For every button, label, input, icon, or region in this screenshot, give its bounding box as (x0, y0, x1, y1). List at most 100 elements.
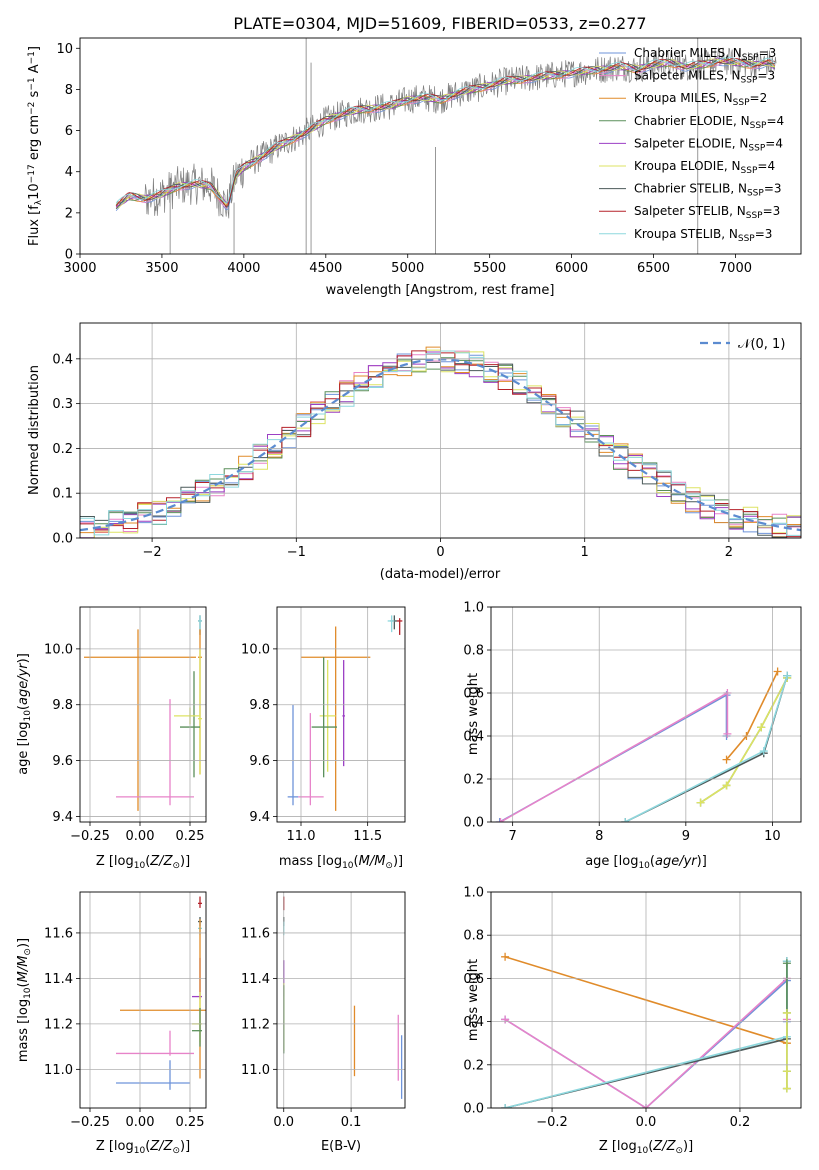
weight-z-marker (501, 1015, 510, 1024)
weight-age-marker (759, 747, 768, 756)
residual-legend: 𝒩(0, 1) (700, 337, 785, 352)
y-tick-label: 11.4 (241, 972, 270, 987)
weight-age-marker (696, 798, 705, 807)
x-tick-label: 4000 (227, 261, 260, 276)
residual-xlabel: (data-model)/error (380, 567, 501, 582)
weight-age-marker (621, 818, 630, 822)
y-tick-label: 0.8 (463, 644, 484, 659)
x-tick-label: 0.25 (176, 1115, 205, 1130)
weight-z-panel: −0.2 0.0 0.2 0.0 0.2 0.4 0.6 0.8 1.0 Z [log10(Z/Z… (463, 886, 802, 1156)
x-tick-label: 0.00 (126, 1115, 155, 1130)
y-tick-label: 0.0 (52, 532, 73, 547)
x-tick-label: 7000 (719, 261, 752, 276)
y-tick-label: 0.6 (463, 687, 484, 702)
mass-ebv-xlabel: E(B-V) (321, 1139, 361, 1154)
weight-age-marker (722, 755, 731, 764)
age-z-panel-plot-area (84, 615, 202, 811)
y-tick-label: 0.4 (52, 352, 73, 367)
weight-z-marker (782, 1008, 791, 1017)
x-tick-label: 0.00 (126, 829, 155, 844)
weight-age-ylabel: mass weight (466, 673, 481, 755)
weight-age-marker (495, 818, 504, 822)
mass-axis-label: mass [log10(M/M⊙)] (279, 854, 403, 871)
age-z-panel: −0.25 0.00 0.25 9.4 9.6 9.8 10.0 Z [log10(Z/Z⊙)… (16, 606, 207, 871)
weight-z-ylabel: mass weight (466, 959, 481, 1041)
x-tick-label: 3500 (145, 261, 178, 276)
x-tick-label: 11.0 (287, 829, 316, 844)
spectrum-panel: 3000 3500 4000 4500 5000 5500 6000 6500 7000 0 2 4 6… (27, 37, 802, 298)
y-tick-label: 11.6 (44, 926, 73, 941)
axes-frame (79, 891, 207, 1109)
axes-frame (276, 891, 406, 1109)
legend-entry: Salpeter MILES, NSSP=3 (634, 69, 775, 86)
y-tick-label: 0 (65, 248, 73, 263)
x-tick-label: 0.0 (636, 1115, 657, 1130)
y-tick-label: 8 (65, 83, 73, 98)
y-tick-label: 9.4 (52, 810, 73, 825)
y-tick-label: 0.8 (463, 929, 484, 944)
weight-age-marker (783, 671, 792, 680)
legend-entry: Kroupa ELODIE, NSSP=4 (634, 159, 775, 176)
y-tick-label: 9.4 (249, 810, 270, 825)
y-tick-label: 0.2 (52, 442, 73, 457)
model-spectrum-line (115, 58, 775, 210)
legend-entry: Chabrier MILES, NSSP=3 (634, 46, 776, 63)
y-tick-label: 11.0 (44, 1063, 73, 1078)
z-axis-label: Z [log10(Z/Z⊙)] (599, 1139, 693, 1156)
weight-z-marker (782, 1084, 791, 1093)
y-tick-label: 0.3 (52, 397, 73, 412)
y-tick-label: 9.8 (249, 698, 270, 713)
weight-age-marker (757, 723, 766, 732)
y-tick-label: 1.0 (463, 601, 484, 616)
y-tick-label: 10 (56, 42, 73, 57)
y-tick-label: 4 (65, 165, 73, 180)
spectrum-panel-plot-area (115, 38, 777, 254)
y-tick-label: 1.0 (463, 886, 484, 901)
x-tick-label: 0.1 (341, 1115, 362, 1130)
y-tick-label: 0.4 (463, 730, 484, 745)
age-axis-label: age [log10(age/yr)] (16, 653, 33, 775)
axes-frame (79, 322, 802, 539)
legend-entry: Chabrier ELODIE, NSSP=4 (634, 114, 784, 131)
weight-z-marker (501, 952, 510, 961)
z-axis-label: Z [log10(Z/Z⊙)] (96, 854, 190, 871)
x-tick-label: 6000 (555, 261, 588, 276)
y-tick-label: 0.0 (463, 816, 484, 831)
residual-ylabel: Normed distribution (27, 365, 42, 495)
weight-age-panel: 7 8 9 10 0.0 0.2 0.4 0.6 0.8 1.0 age [log10(age/yr… (463, 601, 802, 871)
x-tick-label: 7 (509, 829, 517, 844)
y-tick-label: 11.2 (44, 1017, 73, 1032)
age-mass-panel-plot-area (287, 615, 403, 811)
x-tick-label: 6500 (637, 261, 670, 276)
x-tick-label: 0.0 (273, 1115, 294, 1130)
mass-ebv-panel: 0.0 0.1 11.0 11.2 11.4 11.6 E(B-V) (241, 891, 406, 1154)
legend-entry: Salpeter ELODIE, NSSP=4 (634, 136, 783, 153)
residual-panel: −2 −1 0 1 2 0.0 0.1 0.2 0.3 0.4 (data-model)/error… (27, 322, 802, 582)
x-tick-label: −0.25 (70, 1115, 110, 1130)
weight-z-marker (782, 1067, 791, 1076)
y-tick-label: 9.8 (52, 698, 73, 713)
y-tick-label: 11.2 (241, 1017, 270, 1032)
axes-frame (79, 37, 802, 255)
x-tick-label: 0 (436, 545, 444, 560)
age-mass-panel: 11.0 11.5 9.4 9.6 9.8 10.0 mass [log10(M/M⊙)] (241, 606, 406, 871)
y-tick-label: 2 (65, 206, 73, 221)
weight-z-marker (782, 959, 791, 968)
legend-entry: Chabrier STELIB, NSSP=3 (634, 182, 782, 199)
age-axis-label: age [log10(age/yr)] (585, 854, 707, 871)
x-tick-label: 4500 (309, 261, 342, 276)
y-tick-label: 0.6 (463, 972, 484, 987)
axes-frame (490, 606, 802, 823)
y-tick-label: 0.1 (52, 487, 73, 502)
y-tick-label: 9.6 (52, 754, 73, 769)
x-tick-label: −0.25 (70, 829, 110, 844)
y-tick-label: 11.6 (241, 926, 270, 941)
weight-age-marker (773, 667, 782, 676)
y-tick-label: 9.6 (249, 754, 270, 769)
x-tick-label: 1 (581, 545, 589, 560)
y-tick-label: 11.0 (241, 1063, 270, 1078)
y-tick-label: 0.0 (463, 1102, 484, 1117)
x-tick-label: −0.2 (536, 1115, 568, 1130)
x-tick-label: 3000 (63, 261, 96, 276)
